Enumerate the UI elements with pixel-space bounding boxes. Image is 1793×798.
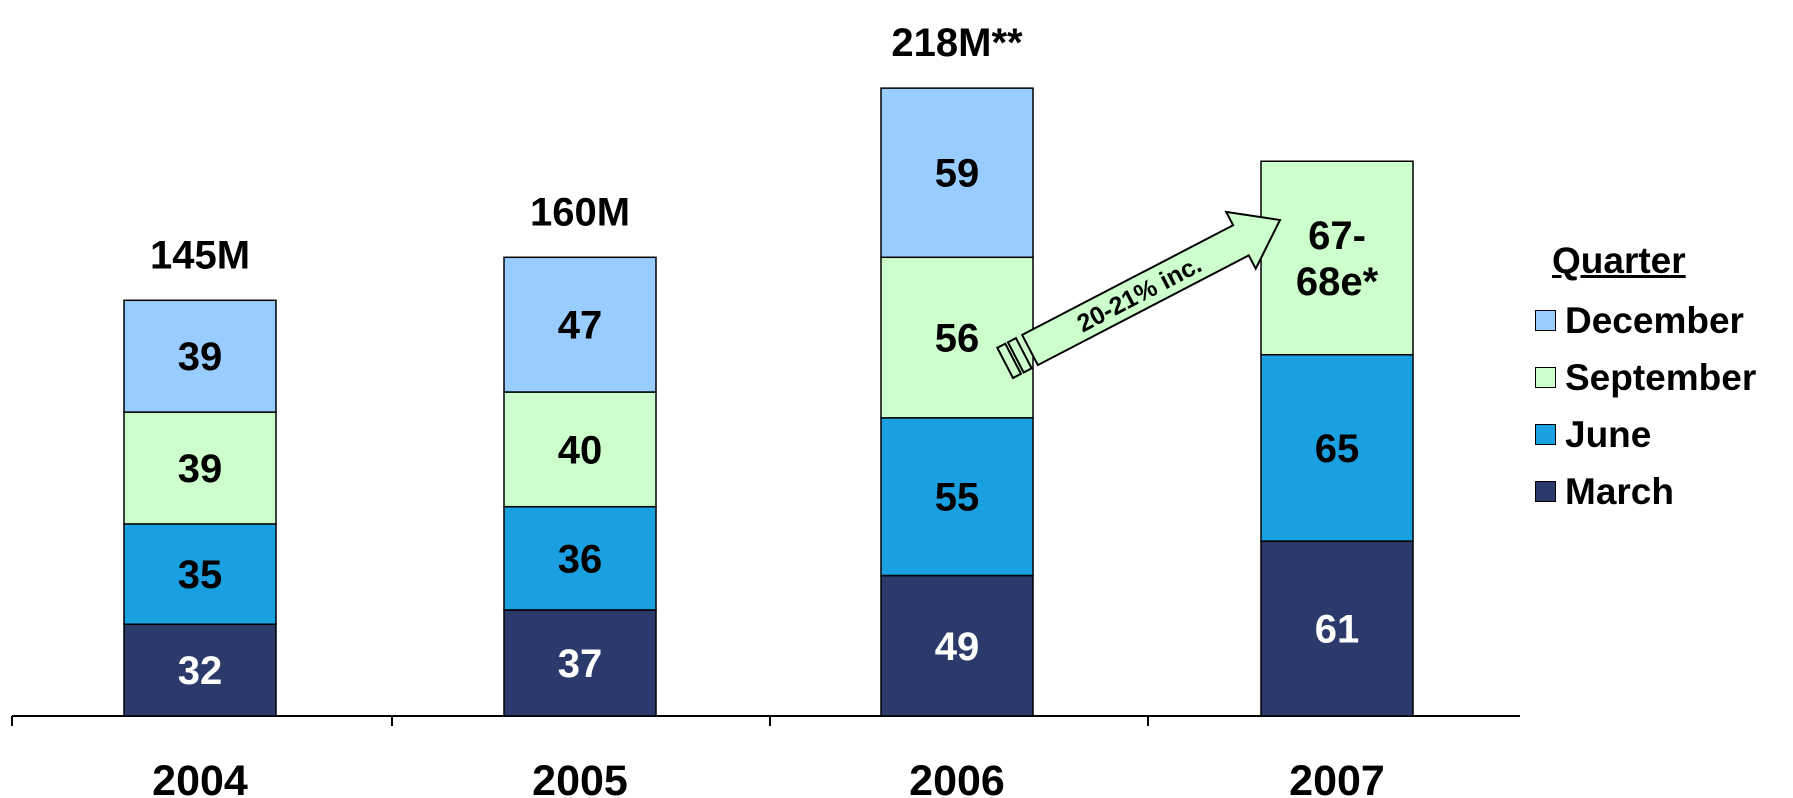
bar-2004-december	[123, 299, 277, 413]
data-label-2007-march: 61	[1315, 608, 1360, 652]
x-tick-label-2005: 2005	[532, 757, 628, 798]
growth-arrow: 20-21% inc.	[995, 210, 1282, 380]
legend-label-december: December	[1565, 299, 1744, 341]
legend-item-september: September	[1535, 349, 1756, 406]
bar-2004-march	[123, 623, 277, 717]
stacked-bar-chart: 32 35 39 39 145M 2004 37 36 40 47 160M 2005 49 55 56 59…	[11, 21, 1520, 798]
legend-label-march: March	[1565, 470, 1674, 512]
x-tick-label-2007: 2007	[1289, 757, 1385, 798]
data-label-2006-march: 49	[935, 625, 980, 669]
data-label-2006-september: 56	[935, 317, 980, 361]
growth-arrow-break-1	[1006, 336, 1033, 374]
data-label-2005-september: 40	[558, 428, 603, 472]
legend-title: Quarter	[1552, 240, 1686, 281]
bar-2007-june	[1260, 354, 1414, 542]
legend-item-march: March	[1535, 463, 1756, 520]
bar-2004-june	[123, 523, 277, 626]
bar-2006-june	[880, 417, 1034, 577]
data-label-2006-june: 55	[935, 476, 980, 520]
bar-2006-march	[880, 574, 1034, 717]
data-label-2005-december: 47	[558, 304, 603, 348]
legend-swatch-december	[1535, 310, 1556, 331]
total-label-2004: 145M	[150, 233, 250, 277]
bar-2005-december	[503, 256, 657, 393]
data-label-2006-december: 59	[935, 152, 980, 196]
bar-2005-september	[503, 391, 657, 508]
legend-item-december: December	[1535, 292, 1756, 349]
data-label-2005-march: 37	[558, 642, 603, 686]
legend-label-june: June	[1565, 413, 1652, 455]
growth-arrow-label: 20-21% inc.	[1073, 250, 1207, 338]
growth-arrow-break-0	[995, 342, 1023, 380]
bar-2006-december	[880, 87, 1034, 259]
legend-swatch-september	[1535, 367, 1556, 388]
data-label-2004-june: 35	[178, 553, 223, 597]
legend-swatch-march	[1535, 481, 1556, 502]
total-label-2005: 160M	[530, 190, 630, 234]
x-tick-label-2004: 2004	[152, 757, 248, 798]
data-label-2004-march: 32	[178, 649, 223, 693]
data-label-2007-september: 67-68e*	[1296, 214, 1379, 304]
legend-swatch-june	[1535, 424, 1556, 445]
data-label-2004-september: 39	[178, 447, 223, 491]
data-label-2005-june: 36	[558, 537, 603, 581]
bar-2007-september	[1260, 160, 1414, 356]
data-label-2004-december: 39	[178, 335, 223, 379]
legend: Quarter December September June March	[1535, 240, 1756, 520]
total-label-2006: 218M**	[891, 21, 1023, 65]
bar-2007-march	[1260, 540, 1414, 717]
legend-label-september: September	[1565, 356, 1757, 398]
x-tick-label-2006: 2006	[909, 757, 1005, 798]
growth-arrow-body	[1020, 210, 1282, 367]
data-label-2007-june: 65	[1315, 427, 1360, 471]
bar-2006-september	[880, 256, 1034, 419]
legend-item-june: June	[1535, 406, 1756, 463]
